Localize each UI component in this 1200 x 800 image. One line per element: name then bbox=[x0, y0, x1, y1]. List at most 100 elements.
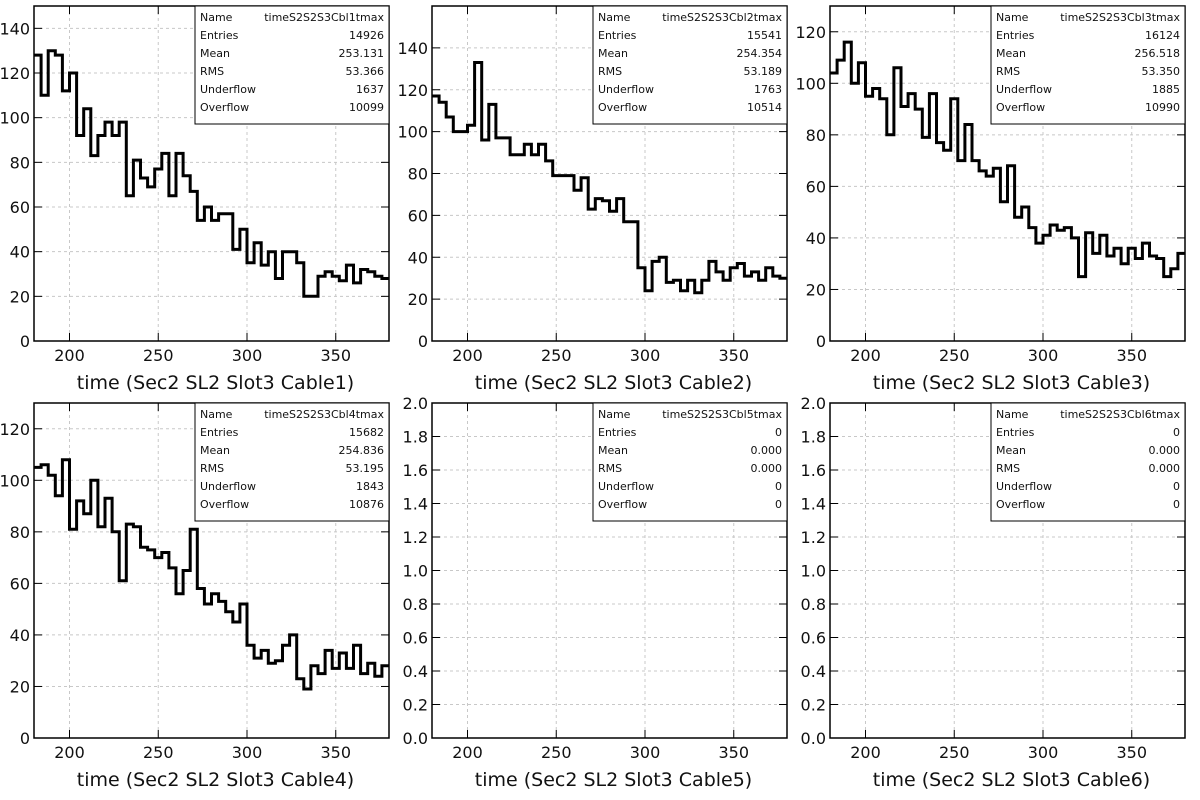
stat-value-name: timeS2S2S3Cbl2tmax bbox=[662, 11, 782, 24]
stat-value-entries: 0 bbox=[775, 426, 782, 439]
y-tick-label: 80 bbox=[806, 126, 826, 145]
stats-box-frame bbox=[990, 402, 1186, 522]
stat-value-overflow: 10990 bbox=[1145, 101, 1180, 114]
y-tick-label: 120 bbox=[397, 81, 428, 100]
stat-label-underflow: Underflow bbox=[200, 83, 256, 96]
y-tick-label: 120 bbox=[0, 64, 30, 83]
stat-value-entries: 15541 bbox=[747, 29, 782, 42]
y-tick-label: 80 bbox=[10, 153, 30, 172]
y-tick-label: 140 bbox=[0, 19, 30, 38]
stat-label-name: Name bbox=[200, 408, 233, 421]
stat-value-rms: 0.000 bbox=[751, 462, 783, 475]
y-tick-label: 40 bbox=[10, 243, 30, 262]
stat-value-mean: 0.000 bbox=[751, 444, 783, 457]
y-tick-label: 1.4 bbox=[801, 495, 826, 514]
stat-label-rms: RMS bbox=[598, 65, 622, 78]
stat-value-entries: 16124 bbox=[1145, 29, 1180, 42]
stat-label-underflow: Underflow bbox=[996, 83, 1052, 96]
x-tick-label: 200 bbox=[452, 743, 483, 762]
stat-value-overflow: 10514 bbox=[747, 101, 782, 114]
stat-label-mean: Mean bbox=[200, 444, 230, 457]
stats-box: Name timeS2S2S3Cbl5tmax Entries 0 Mean 0.000 R… bbox=[592, 402, 788, 522]
x-tick-label: 300 bbox=[1028, 346, 1059, 365]
stats-box: Name timeS2S2S3Cbl2tmax Entries 15541 Mean 25… bbox=[592, 5, 788, 125]
stat-value-mean: 256.518 bbox=[1135, 47, 1181, 60]
x-tick-label: 250 bbox=[143, 743, 174, 762]
y-tick-label: 1.0 bbox=[801, 562, 826, 581]
stat-value-name: timeS2S2S3Cbl4tmax bbox=[264, 408, 384, 421]
x-axis-title: time (Sec2 SL2 Slot3 Cable3) bbox=[873, 372, 1150, 394]
stat-label-mean: Mean bbox=[598, 444, 628, 457]
y-tick-label: 20 bbox=[806, 280, 826, 299]
stat-value-mean: 254.354 bbox=[737, 47, 783, 60]
y-tick-label: 0.0 bbox=[403, 729, 428, 748]
y-tick-label: 60 bbox=[408, 206, 428, 225]
stat-value-underflow: 0 bbox=[775, 480, 782, 493]
x-tick-label: 300 bbox=[630, 743, 661, 762]
stat-value-mean: 254.836 bbox=[339, 444, 385, 457]
stat-value-entries: 0 bbox=[1173, 426, 1180, 439]
stat-value-overflow: 0 bbox=[1173, 498, 1180, 511]
stat-label-name: Name bbox=[598, 11, 631, 24]
x-axis-title: time (Sec2 SL2 Slot3 Cable4) bbox=[77, 769, 354, 791]
stat-label-mean: Mean bbox=[996, 444, 1026, 457]
x-tick-label: 200 bbox=[54, 743, 85, 762]
x-tick-label: 200 bbox=[850, 346, 881, 365]
y-tick-label: 60 bbox=[806, 177, 826, 196]
stat-label-underflow: Underflow bbox=[598, 83, 654, 96]
y-tick-label: 2.0 bbox=[801, 394, 826, 413]
stat-value-underflow: 1637 bbox=[356, 83, 384, 96]
stat-value-name: timeS2S2S3Cbl1tmax bbox=[264, 11, 384, 24]
y-tick-label: 0.8 bbox=[801, 595, 826, 614]
stat-label-rms: RMS bbox=[200, 462, 224, 475]
stat-label-entries: Entries bbox=[200, 29, 239, 42]
y-tick-label: 1.6 bbox=[801, 461, 826, 480]
x-tick-label: 350 bbox=[718, 743, 749, 762]
stat-value-entries: 15682 bbox=[349, 426, 384, 439]
y-tick-label: 0.4 bbox=[801, 662, 826, 681]
stat-label-overflow: Overflow bbox=[200, 101, 249, 114]
y-tick-label: 2.0 bbox=[403, 394, 428, 413]
stat-label-overflow: Overflow bbox=[598, 101, 647, 114]
stat-label-entries: Entries bbox=[200, 426, 239, 439]
histogram-panel-4: 200 250 300 350 0 20 40 60 80 100 120 time (Sec2 SL… bbox=[0, 402, 390, 791]
y-tick-label: 100 bbox=[795, 74, 826, 93]
x-tick-label: 250 bbox=[541, 743, 572, 762]
y-tick-label: 1.2 bbox=[801, 528, 826, 547]
y-tick-label: 0.4 bbox=[403, 662, 428, 681]
x-axis-title: time (Sec2 SL2 Slot3 Cable6) bbox=[873, 769, 1150, 791]
x-tick-label: 300 bbox=[232, 743, 263, 762]
stats-box: Name timeS2S2S3Cbl6tmax Entries 0 Mean 0.000 R… bbox=[990, 402, 1186, 522]
stats-box: Name timeS2S2S3Cbl3tmax Entries 16124 Mean 25… bbox=[990, 5, 1186, 125]
y-tick-label: 40 bbox=[10, 626, 30, 645]
x-tick-label: 200 bbox=[850, 743, 881, 762]
y-tick-label: 20 bbox=[408, 290, 428, 309]
stat-value-rms: 53.195 bbox=[346, 462, 385, 475]
x-tick-label: 250 bbox=[939, 743, 970, 762]
stat-label-name: Name bbox=[996, 11, 1029, 24]
histogram-panel-3: 200 250 300 350 0 20 40 60 80 100 120 time (Sec2 SL… bbox=[795, 5, 1186, 394]
stat-label-overflow: Overflow bbox=[598, 498, 647, 511]
stat-value-name: timeS2S2S3Cbl6tmax bbox=[1060, 408, 1180, 421]
stat-value-mean: 253.131 bbox=[339, 47, 385, 60]
stat-label-underflow: Underflow bbox=[996, 480, 1052, 493]
histogram-line bbox=[830, 40, 1185, 279]
stat-label-overflow: Overflow bbox=[996, 101, 1045, 114]
y-tick-label: 1.8 bbox=[801, 428, 826, 447]
stats-box-frame bbox=[194, 402, 390, 522]
y-tick-label: 0.6 bbox=[801, 629, 826, 648]
histogram-panel-2: 200 250 300 350 0 20 40 60 80 100 120 140 time (Sec2… bbox=[397, 5, 788, 394]
x-tick-label: 250 bbox=[541, 346, 572, 365]
stat-value-rms: 53.366 bbox=[346, 65, 385, 78]
stat-value-underflow: 0 bbox=[1173, 480, 1180, 493]
histogram-line bbox=[34, 49, 389, 298]
y-tick-label: 1.2 bbox=[403, 528, 428, 547]
y-tick-label: 0.0 bbox=[801, 729, 826, 748]
y-tick-label: 60 bbox=[10, 574, 30, 593]
y-tick-label: 1.0 bbox=[403, 562, 428, 581]
stat-value-name: timeS2S2S3Cbl3tmax bbox=[1060, 11, 1180, 24]
y-tick-label: 0 bbox=[20, 729, 30, 748]
stat-value-entries: 14926 bbox=[349, 29, 384, 42]
